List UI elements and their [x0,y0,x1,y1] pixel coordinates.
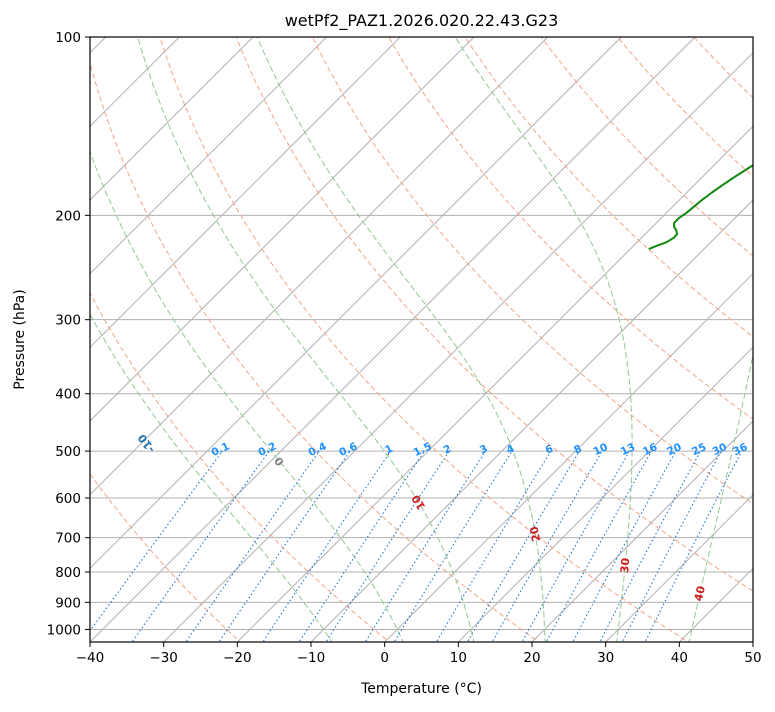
moist-adiabat-label: 20 [527,525,543,543]
isotherm-line [90,37,328,275]
mixing-ratio-label: 3 [478,443,490,457]
isotherm-line [531,420,753,642]
x-tick-label: −40 [76,650,105,666]
isotherm-line [90,37,475,422]
isotherm-line [90,37,401,349]
isotherm-line [90,37,622,570]
x-tick-label: −20 [223,650,252,666]
isotherm-line [605,493,753,642]
plot-layers [90,37,753,642]
dry-adiabats [90,37,753,642]
mixing-ratio-label: 13 [619,441,637,458]
y-tick-label: 200 [55,208,81,224]
mixing-ratio-line [621,450,722,642]
mixing-ratio-line [572,450,677,642]
x-tick-label: −30 [149,650,178,666]
mixing-ratio-line [90,450,223,632]
mixing-ratio-label: 20 [665,441,683,458]
mixing-ratio-line [466,450,580,642]
y-tick-label: 400 [55,387,81,403]
isotherm-line [384,272,753,642]
x-tick-label: 30 [597,650,614,666]
dry-adiabat-line [90,61,540,642]
mixing-ratio-line [364,450,486,642]
y-tick-label: 1000 [47,622,81,638]
x-tick-label: 50 [744,650,761,666]
mixing-ratio-line [325,450,450,642]
plot-frame [89,36,754,643]
mixing-ratio-label: 2 [442,443,454,457]
moist-adiabat-line [454,37,633,642]
x-tick-label: −10 [297,650,326,666]
moist-adiabat-line [90,313,333,642]
mixing-ratio-line [393,450,513,642]
mixing-ratio-line [185,450,320,642]
dry-adiabat-line [90,473,241,642]
mixing-ratio-label: 8 [572,443,584,457]
mixing-ratio-label: 4 [505,443,517,457]
chart-title: wetPf2_PAZ1.2026.020.22.43.G23 [285,11,559,31]
axes: −40 −30 −20 −10 0 10 20 30 40 50 100 200 300 400 500 60… [47,30,762,666]
mixing-ratio-label: 25 [690,441,708,458]
isotherm-line [310,199,753,642]
mixing-ratio-label: 6 [543,443,555,457]
mixing-ratio-label: 30 [711,441,729,458]
mixing-ratio-label: 10 [591,441,609,458]
dry-adiabat-line [464,37,753,338]
dry-adiabat-line [235,37,753,592]
isotherm-line [236,125,753,642]
mixing-ratio-line [599,450,701,642]
y-tick-label: 900 [55,595,81,611]
y-tick-label: 300 [55,313,81,329]
moist-adiabat-label: 30 [618,557,632,574]
dewpoint-profile [648,163,753,251]
mixing-ratio-lines [90,450,743,642]
mixing-ratio-line [218,450,351,642]
mixing-ratio-label: 1 [383,443,395,457]
isotherm-line [90,37,254,201]
y-tick-label: 800 [55,565,81,581]
y-tick-label: 600 [55,491,81,507]
mixing-ratio-label: 16 [641,441,659,458]
mixing-ratio-line [298,450,425,642]
mixing-ratio-label: 36 [731,441,749,458]
moist-adiabats [90,37,753,642]
isotherm-line [90,37,696,642]
y-tick-label: 700 [55,531,81,547]
x-axis-label: Temperature (°C) [360,681,482,697]
y-axis-label: Pressure (hPa) [12,289,28,389]
mixing-ratio-line [262,450,392,642]
y-tick-label: 100 [55,30,81,46]
x-tick-label: 0 [380,650,389,666]
mixing-ratio-line [131,450,270,642]
dry-adiabat-line [311,37,753,505]
isotherm-lines [90,37,753,642]
y-tick-label: 500 [55,444,81,460]
isobar-lines [90,37,753,630]
isotherm-line [90,37,549,496]
moist-adiabat-line [90,150,404,642]
moist-adiabat-label: 40 [692,584,708,602]
x-tick-label: 20 [523,650,540,666]
moist-adiabat-line [256,37,546,642]
dry-adiabat-line [159,37,690,642]
isotherm-line [163,51,753,642]
dry-adiabat-line [90,291,391,642]
x-tick-label: 10 [450,650,467,666]
isotherm-line [457,346,753,642]
x-tick-label: 40 [671,650,688,666]
